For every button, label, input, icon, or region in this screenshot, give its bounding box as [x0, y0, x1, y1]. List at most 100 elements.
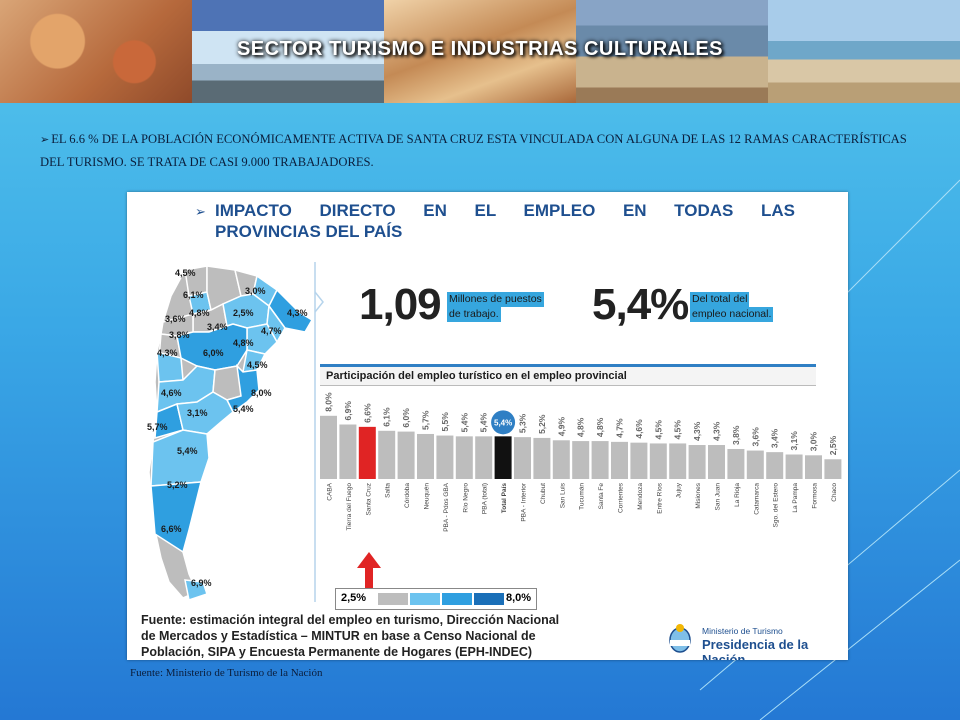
slide-footer: Fuente: Ministerio de Turismo de la Naci…: [130, 667, 323, 679]
bar-value-label: 4,8%: [576, 417, 586, 437]
category-label: Río Negro: [462, 483, 469, 513]
bar: [630, 442, 648, 479]
bar-value-label: 6,6%: [362, 403, 372, 423]
bar-value-label: 4,3%: [692, 421, 702, 441]
bar: [417, 433, 434, 479]
color-legend: 2,5% 8,0%: [335, 588, 537, 610]
map-label: 4,3%: [157, 348, 178, 358]
map-label: 3,6%: [165, 314, 186, 324]
bar: [378, 430, 396, 479]
legend-swatch-light: [410, 593, 440, 605]
bar-value-label: 5,3%: [518, 413, 528, 433]
bar-value-label: 3,1%: [789, 431, 799, 451]
panel-title: IMPACTO DIRECTO EN EL EMPLEO EN TODAS LA…: [215, 201, 795, 241]
stat-jobs-value: 1,09: [359, 280, 442, 329]
bar-value-label: 3,8%: [731, 425, 741, 445]
bar: [552, 440, 570, 479]
category-label: Mendoza: [637, 483, 644, 510]
category-label: Sgo. del Estero: [773, 483, 780, 528]
bar-value-label: 5,2%: [537, 414, 547, 434]
bar: [494, 436, 512, 479]
map-label: 6,0%: [203, 348, 224, 358]
stat-share-value: 5,4%: [592, 280, 689, 329]
bar-value-label: 5,7%: [421, 410, 431, 430]
bar-value-label: 4,8%: [595, 417, 605, 437]
bar: [358, 426, 376, 479]
bar-chart: 8,0% CABA 6,9% Tierra del Fuego 6,6% Santa Cr…: [320, 392, 842, 532]
category-label: Neuquén: [424, 483, 431, 510]
bar: [397, 431, 415, 479]
header-banner: [0, 0, 960, 103]
category-label: Entre Ríos: [656, 482, 663, 513]
glacier-photo: [192, 0, 384, 103]
infographic-panel: ➢ IMPACTO DIRECTO EN EL EMPLEO EN TODAS …: [127, 192, 848, 660]
bar-value-label: 6,9%: [343, 401, 353, 421]
bar-value-label: 3,6%: [750, 427, 760, 447]
category-label: Jujuy: [676, 482, 683, 498]
category-label: Salta: [385, 483, 392, 498]
category-label: San Juan: [715, 483, 722, 511]
category-label: San Luis: [559, 482, 566, 508]
bar: [649, 443, 667, 479]
map-label: 5,4%: [233, 404, 254, 414]
map-label: 3,1%: [187, 408, 208, 418]
bar: [669, 443, 687, 479]
bar: [436, 435, 454, 479]
category-label: La Pampa: [792, 483, 799, 513]
legend-swatch-grey: [378, 593, 408, 605]
bar-value-label: 6,0%: [401, 408, 411, 428]
bar: [727, 448, 745, 479]
map-label: 3,8%: [169, 330, 190, 340]
category-label: CABA: [327, 482, 334, 500]
map-label: 3,4%: [207, 322, 228, 332]
legend-swatch-mid: [442, 593, 472, 605]
category-label: La Rioja: [734, 483, 741, 507]
bar-value-label: 2,5%: [828, 435, 838, 455]
bar: [611, 441, 628, 479]
bar-value-label: 4,3%: [712, 421, 722, 441]
bar: [339, 424, 357, 479]
coastline-photo: [768, 0, 960, 103]
category-label: PBA - Interior: [521, 482, 528, 521]
map-label: 3,0%: [245, 286, 266, 296]
category-label: PBA (total): [482, 483, 489, 514]
bar: [475, 436, 493, 479]
map-label: 5,4%: [177, 446, 198, 456]
bar: [514, 437, 531, 479]
bar-value-label: 8,0%: [324, 392, 334, 412]
bar: [320, 415, 337, 479]
coat-of-arms-icon: [669, 624, 691, 653]
total-value-badge: [491, 410, 516, 435]
map-label: 5,2%: [167, 480, 188, 490]
map-label: 6,9%: [191, 578, 212, 588]
chart-title: Participación del empleo turístico en el…: [320, 364, 816, 386]
map-label: 8,0%: [251, 388, 272, 398]
stat-jobs-note: Millones de puestos de trabajo.: [447, 292, 544, 322]
map-label: 4,8%: [233, 338, 254, 348]
bar: [766, 452, 784, 479]
arrow-bullet-icon: ➢: [195, 204, 206, 219]
penguins-photo: [576, 0, 768, 103]
map-label: 4,7%: [261, 326, 282, 336]
bar: [572, 441, 590, 479]
bar-value-label: 4,6%: [634, 419, 644, 439]
bar: [805, 455, 822, 479]
category-label: Total País: [501, 483, 508, 514]
bar-value-label: 4,5%: [653, 420, 663, 440]
map-label: 4,5%: [175, 268, 196, 278]
map-label: 6,6%: [161, 524, 182, 534]
bar: [746, 450, 764, 479]
bar-value-label: 5,4%: [459, 413, 469, 433]
bar: [708, 445, 725, 479]
category-label: Formosa: [812, 483, 819, 509]
category-label: Córdoba: [404, 483, 411, 508]
bar-value-label: 3,4%: [770, 428, 780, 448]
map-label: 4,8%: [189, 308, 210, 318]
legend-swatch-dark: [474, 593, 504, 605]
highlight-arrow-icon: [357, 552, 381, 598]
bar-value-label: 5,5%: [440, 412, 450, 432]
bar: [785, 454, 803, 479]
bar-value-label: 6,1%: [382, 407, 392, 427]
bar-value-label: 4,9%: [556, 416, 566, 436]
argentina-map: [148, 262, 324, 602]
